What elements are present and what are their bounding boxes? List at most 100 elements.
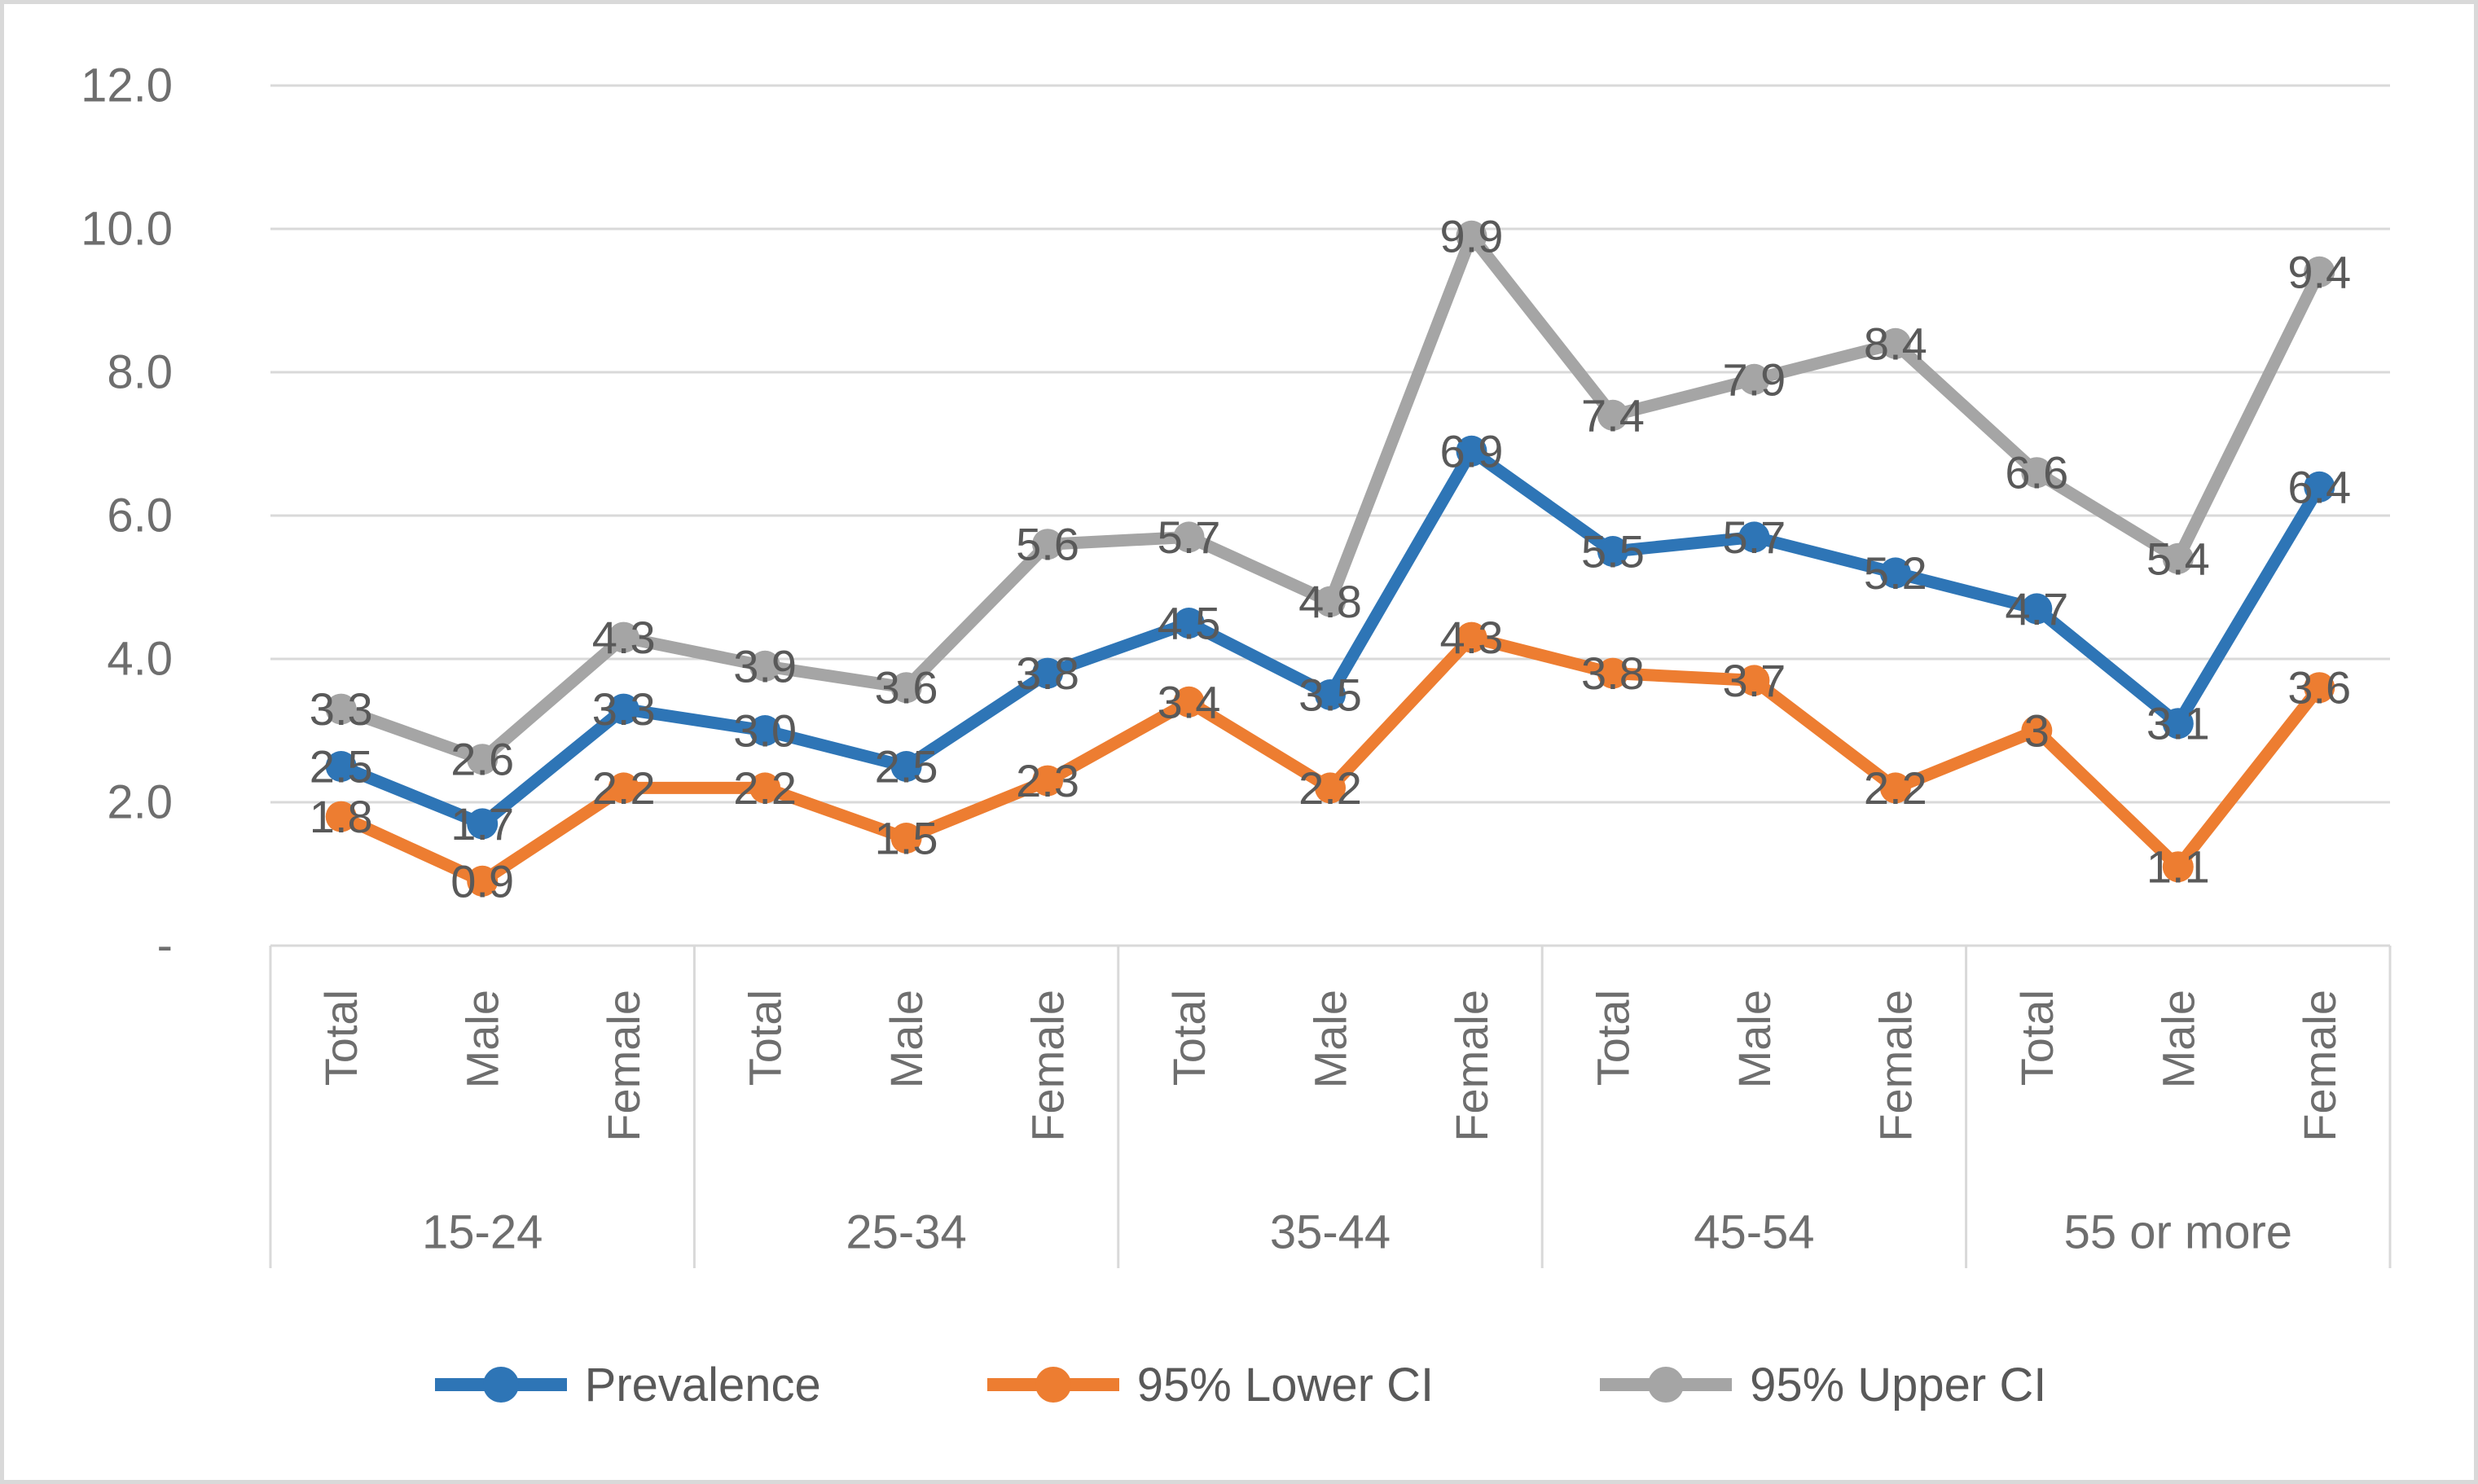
data-point-label: 1.8 bbox=[310, 791, 373, 842]
data-point-label: 3.8 bbox=[1016, 648, 1079, 699]
data-point-marker[interactable] bbox=[890, 751, 922, 782]
x-axis-category-label: Female bbox=[1022, 990, 1074, 1142]
data-point-marker[interactable] bbox=[1315, 586, 1346, 617]
x-axis-category-label: Total bbox=[1587, 990, 1638, 1086]
data-point-marker[interactable] bbox=[467, 744, 499, 775]
data-point-marker[interactable] bbox=[1597, 657, 1628, 689]
data-point-label: 5.5 bbox=[1581, 526, 1645, 577]
data-point-label: 5.4 bbox=[2146, 533, 2210, 584]
data-point-label: 4.8 bbox=[1298, 576, 1362, 627]
data-point-marker[interactable] bbox=[1456, 220, 1487, 252]
data-point-label: 3.1 bbox=[2146, 698, 2210, 749]
data-point-marker[interactable] bbox=[1032, 657, 1064, 689]
data-point-marker[interactable] bbox=[1032, 529, 1064, 560]
data-point-label: 3.8 bbox=[1581, 648, 1645, 699]
data-point-label: 5.7 bbox=[1722, 511, 1786, 563]
x-axis-category-label: Male bbox=[881, 990, 932, 1088]
data-point-marker[interactable] bbox=[749, 715, 781, 746]
data-point-marker[interactable] bbox=[890, 672, 922, 704]
x-axis-category-label: Total bbox=[2011, 990, 2063, 1086]
data-point-label: 3.5 bbox=[1298, 670, 1362, 721]
x-axis-group-label: 35-44 bbox=[1270, 1206, 1391, 1259]
data-point-label: 7.4 bbox=[1581, 389, 1645, 441]
data-point-label: 5.6 bbox=[1016, 519, 1079, 570]
data-point-marker[interactable] bbox=[2021, 457, 2053, 489]
x-axis-category-label: Female bbox=[1869, 990, 1921, 1142]
data-point-marker[interactable] bbox=[1173, 521, 1205, 553]
data-point-marker[interactable] bbox=[890, 823, 922, 854]
data-point-marker[interactable] bbox=[2304, 471, 2335, 503]
data-point-marker[interactable] bbox=[2021, 593, 2053, 625]
x-axis-category-label: Total bbox=[315, 990, 367, 1086]
data-point-marker[interactable] bbox=[2304, 256, 2335, 288]
x-axis-category-label: Female bbox=[598, 990, 649, 1142]
data-point-label: 3 bbox=[2024, 705, 2050, 757]
data-point-marker[interactable] bbox=[749, 650, 781, 682]
data-point-marker[interactable] bbox=[2304, 672, 2335, 704]
data-point-marker[interactable] bbox=[1173, 608, 1205, 639]
y-axis-tick-label: 10.0 bbox=[81, 203, 173, 256]
data-point-label: 3.3 bbox=[310, 683, 373, 735]
data-point-label: 3.4 bbox=[1158, 676, 1221, 727]
data-point-marker[interactable] bbox=[1456, 621, 1487, 653]
data-point-marker[interactable] bbox=[1032, 765, 1064, 797]
data-point-marker[interactable] bbox=[1738, 363, 1770, 395]
legend-item-upper-ci[interactable]: 95% Upper CI bbox=[1597, 1358, 2046, 1412]
data-point-marker[interactable] bbox=[325, 801, 357, 832]
data-point-label: 3.0 bbox=[733, 705, 797, 757]
y-axis-tick-label: 4.0 bbox=[107, 633, 173, 686]
data-point-label: 1.1 bbox=[2146, 841, 2210, 893]
data-point-marker[interactable] bbox=[1315, 679, 1346, 710]
data-point-label: 4.3 bbox=[592, 612, 656, 663]
y-axis-tick-label: 6.0 bbox=[107, 490, 173, 542]
data-point-marker[interactable] bbox=[1597, 536, 1628, 567]
data-point-marker[interactable] bbox=[1597, 399, 1628, 431]
data-point-marker[interactable] bbox=[1738, 665, 1770, 696]
chart-legend: Prevalence 95% Lower CI 95% Upper CI bbox=[4, 1332, 2474, 1438]
x-axis-category-label: Male bbox=[1305, 990, 1356, 1088]
data-point-marker[interactable] bbox=[2162, 851, 2194, 883]
y-axis-tick-label: - bbox=[157, 920, 173, 973]
data-point-marker[interactable] bbox=[608, 621, 639, 653]
legend-item-lower-ci[interactable]: 95% Lower CI bbox=[984, 1358, 1434, 1412]
data-point-marker[interactable] bbox=[1456, 435, 1487, 467]
data-point-marker[interactable] bbox=[325, 751, 357, 782]
data-point-marker[interactable] bbox=[325, 693, 357, 725]
data-point-label: 1.7 bbox=[450, 798, 514, 850]
legend-item-prevalence[interactable]: Prevalence bbox=[432, 1358, 821, 1412]
data-point-marker[interactable] bbox=[1315, 772, 1346, 804]
data-point-label: 6.4 bbox=[2287, 461, 2351, 512]
data-point-label: 3.6 bbox=[875, 662, 938, 713]
data-point-marker[interactable] bbox=[1173, 686, 1205, 718]
data-point-marker[interactable] bbox=[749, 772, 781, 804]
data-point-marker[interactable] bbox=[2162, 542, 2194, 574]
legend-label-upper-ci: 95% Upper CI bbox=[1750, 1358, 2047, 1412]
legend-label-lower-ci: 95% Lower CI bbox=[1136, 1358, 1435, 1412]
x-axis-category-label: Female bbox=[2294, 990, 2345, 1142]
data-point-marker[interactable] bbox=[1879, 772, 1911, 804]
data-point-marker[interactable] bbox=[467, 808, 499, 840]
data-point-marker[interactable] bbox=[2162, 708, 2194, 740]
data-point-label: 4.5 bbox=[1158, 598, 1221, 649]
y-axis-tick-label: 2.0 bbox=[107, 776, 173, 829]
data-point-marker[interactable] bbox=[1738, 521, 1770, 553]
data-point-marker[interactable] bbox=[608, 693, 639, 725]
data-point-marker[interactable] bbox=[1879, 327, 1911, 359]
data-point-label: 3.6 bbox=[2287, 662, 2351, 713]
data-point-marker[interactable] bbox=[2021, 715, 2053, 746]
x-axis-category-label: Male bbox=[457, 990, 508, 1088]
x-axis-category-label: Male bbox=[1729, 990, 1780, 1088]
data-point-label: 6.9 bbox=[1440, 425, 1504, 476]
y-axis-tick-label: 8.0 bbox=[107, 346, 173, 399]
data-point-label: 8.4 bbox=[1864, 318, 1927, 369]
data-point-label: 2.3 bbox=[1016, 755, 1079, 806]
x-axis-group-label: 25-34 bbox=[846, 1206, 966, 1259]
data-point-marker[interactable] bbox=[1879, 557, 1911, 589]
data-point-label: 5.2 bbox=[1864, 547, 1927, 599]
data-point-marker[interactable] bbox=[608, 772, 639, 804]
y-axis-tick-label: 12.0 bbox=[81, 59, 173, 112]
data-point-label: 3.7 bbox=[1722, 655, 1786, 706]
data-point-label: 7.9 bbox=[1722, 353, 1786, 405]
data-point-marker[interactable] bbox=[467, 865, 499, 897]
